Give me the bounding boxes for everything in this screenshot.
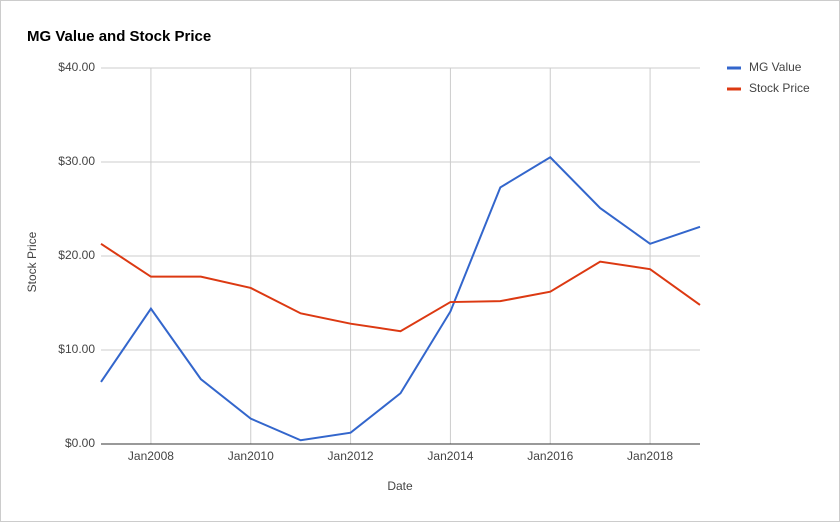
y-tick-label: $20.00	[58, 248, 95, 262]
x-tick-label: Jan2014	[427, 449, 473, 463]
x-tick-label: Jan2010	[228, 449, 274, 463]
series-line	[100, 242, 701, 333]
x-tick-label: Jan2012	[328, 449, 374, 463]
y-tick-label: $10.00	[58, 342, 95, 356]
legend-label: Stock Price	[749, 81, 810, 95]
y-axis-label: Stock Price	[25, 231, 39, 292]
chart-title: MG Value and Stock Price	[27, 28, 211, 45]
x-axis-label: Date	[387, 479, 413, 493]
x-tick-label: Jan2018	[627, 449, 673, 463]
x-tick-label: Jan2008	[128, 449, 174, 463]
y-tick-label: $30.00	[58, 154, 95, 168]
y-tick-label: $0.00	[65, 436, 95, 450]
legend-label: MG Value	[749, 60, 802, 74]
y-tick-label: $40.00	[58, 60, 95, 74]
x-tick-label: Jan2016	[527, 449, 573, 463]
series-line	[100, 156, 701, 442]
